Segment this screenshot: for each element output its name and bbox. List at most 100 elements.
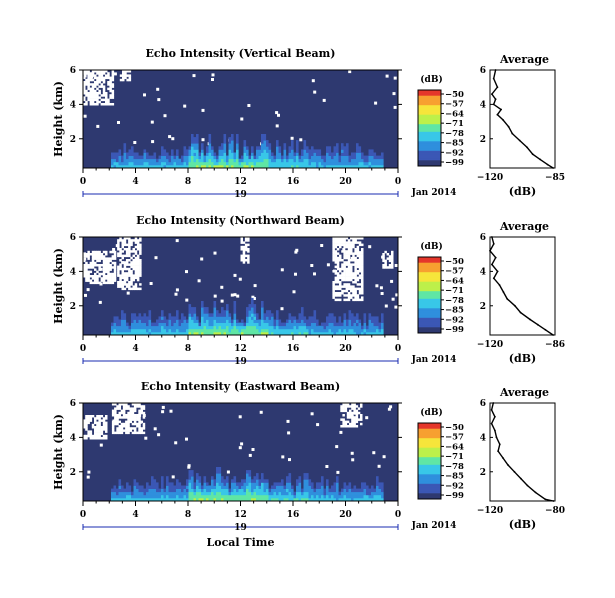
echo-cell — [213, 485, 217, 489]
echo-cell — [226, 494, 229, 499]
gap-speck — [350, 257, 354, 260]
echo-cell — [273, 491, 277, 496]
gap-cell — [85, 70, 88, 73]
echo-cell — [316, 482, 319, 486]
gap-cell — [347, 274, 351, 277]
echo-cell — [208, 161, 212, 166]
colorbar-swatch — [418, 308, 441, 311]
colorbar-swatch — [418, 476, 441, 479]
echo-cell — [231, 149, 234, 153]
echo-cell — [198, 331, 202, 336]
echo-cell — [186, 485, 189, 489]
gap-cell — [347, 252, 351, 255]
echo-cell — [258, 485, 262, 489]
echo-cell — [296, 494, 299, 499]
echo-cell — [193, 485, 197, 489]
echo-cell — [166, 488, 169, 493]
echo-cell — [278, 161, 282, 166]
echo-cell — [256, 155, 259, 160]
gap-cell — [138, 425, 141, 428]
echo-cell — [246, 146, 249, 150]
echo-cell — [151, 158, 154, 163]
echo-cell — [191, 476, 194, 480]
echo-cell — [336, 149, 339, 153]
echo-cell — [128, 488, 132, 493]
echo-cell — [318, 494, 322, 499]
gap-cell — [111, 257, 115, 260]
gap-cell — [94, 434, 97, 438]
colorbar-swatch — [418, 474, 441, 477]
echo-cell — [226, 491, 229, 496]
echo-cell — [363, 482, 367, 486]
echo-cell — [288, 473, 292, 477]
gap-speck — [248, 453, 252, 457]
gap-cell — [102, 250, 106, 254]
echo-cell — [293, 164, 297, 169]
gap-cell — [89, 103, 93, 106]
echo-cell — [346, 158, 349, 163]
echo-cell — [348, 164, 352, 169]
echo-cell — [121, 328, 124, 333]
gap-cell — [332, 259, 335, 262]
gap-cell — [346, 411, 350, 415]
average-profile-point — [520, 477, 522, 480]
colorbar-swatch — [418, 283, 441, 286]
gap-cell — [102, 72, 106, 75]
echo-cell — [371, 319, 374, 323]
gap-cell — [96, 78, 99, 82]
echo-cell — [308, 158, 312, 163]
gap-cell — [102, 81, 106, 84]
echo-cell — [316, 164, 319, 169]
echo-cell — [313, 488, 317, 493]
echo-cell — [268, 149, 272, 153]
gap-speck — [153, 427, 157, 431]
echo-cell — [311, 497, 314, 502]
echo-cell — [333, 319, 337, 323]
colorbar-swatch — [418, 487, 441, 490]
average-profile-point — [494, 256, 497, 259]
gap-cell — [332, 287, 335, 291]
gap-cell — [94, 98, 97, 102]
gap-speck — [138, 420, 142, 424]
gap-cell — [83, 96, 86, 99]
gap-cell — [127, 405, 130, 408]
echo-cell — [308, 488, 312, 493]
gap-cell — [94, 426, 97, 429]
gap-cell — [336, 294, 340, 297]
gap-cell — [136, 241, 140, 244]
gap-cell — [123, 237, 127, 240]
colorbar-swatch — [418, 432, 441, 435]
echo-cell — [228, 143, 232, 147]
gap-cell — [345, 243, 349, 247]
gap-cell — [361, 256, 364, 260]
echo-cell — [223, 155, 227, 160]
gap-cell — [342, 409, 345, 413]
gap-cell — [91, 415, 95, 418]
gap-cell — [96, 281, 99, 285]
echo-cell — [246, 158, 249, 163]
gap-speck — [380, 292, 384, 295]
gap-cell — [123, 287, 127, 291]
echo-cell — [148, 316, 152, 320]
gap-cell — [119, 252, 122, 255]
gap-speck — [99, 267, 103, 271]
gap-cell — [109, 96, 112, 99]
echo-cell — [253, 488, 257, 493]
gap-speck — [161, 410, 165, 414]
gap-cell — [345, 298, 349, 302]
gap-cell — [131, 416, 135, 419]
gap-cell — [342, 420, 345, 424]
gap-cell — [122, 403, 126, 406]
echo-cell — [278, 319, 282, 323]
echo-cell — [116, 488, 119, 493]
gap-cell — [107, 266, 110, 269]
echo-cell — [241, 485, 244, 489]
gap-cell — [117, 274, 120, 277]
echo-cell — [328, 152, 332, 156]
echo-cell — [171, 485, 174, 489]
echo-cell — [196, 158, 199, 163]
echo-cell — [353, 331, 357, 336]
echo-cell — [186, 494, 189, 499]
echo-cell — [291, 494, 294, 499]
echo-cell — [231, 158, 234, 163]
